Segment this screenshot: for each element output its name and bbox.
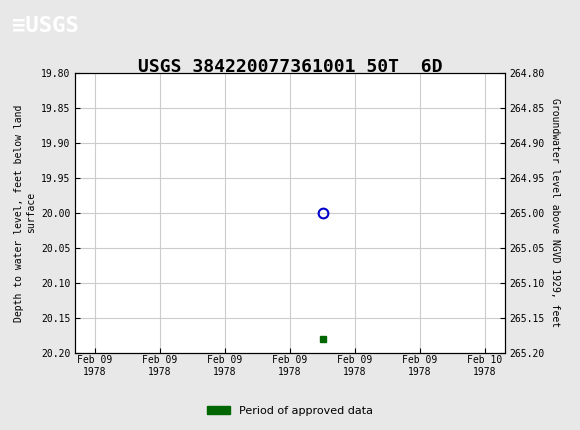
Legend: Period of approved data: Period of approved data [203,401,377,420]
Y-axis label: Groundwater level above NGVD 1929, feet: Groundwater level above NGVD 1929, feet [550,98,560,327]
Text: ≡USGS: ≡USGS [12,16,78,36]
Text: USGS 384220077361001 50T  6D: USGS 384220077361001 50T 6D [138,58,442,76]
Y-axis label: Depth to water level, feet below land
surface: Depth to water level, feet below land su… [14,104,35,322]
